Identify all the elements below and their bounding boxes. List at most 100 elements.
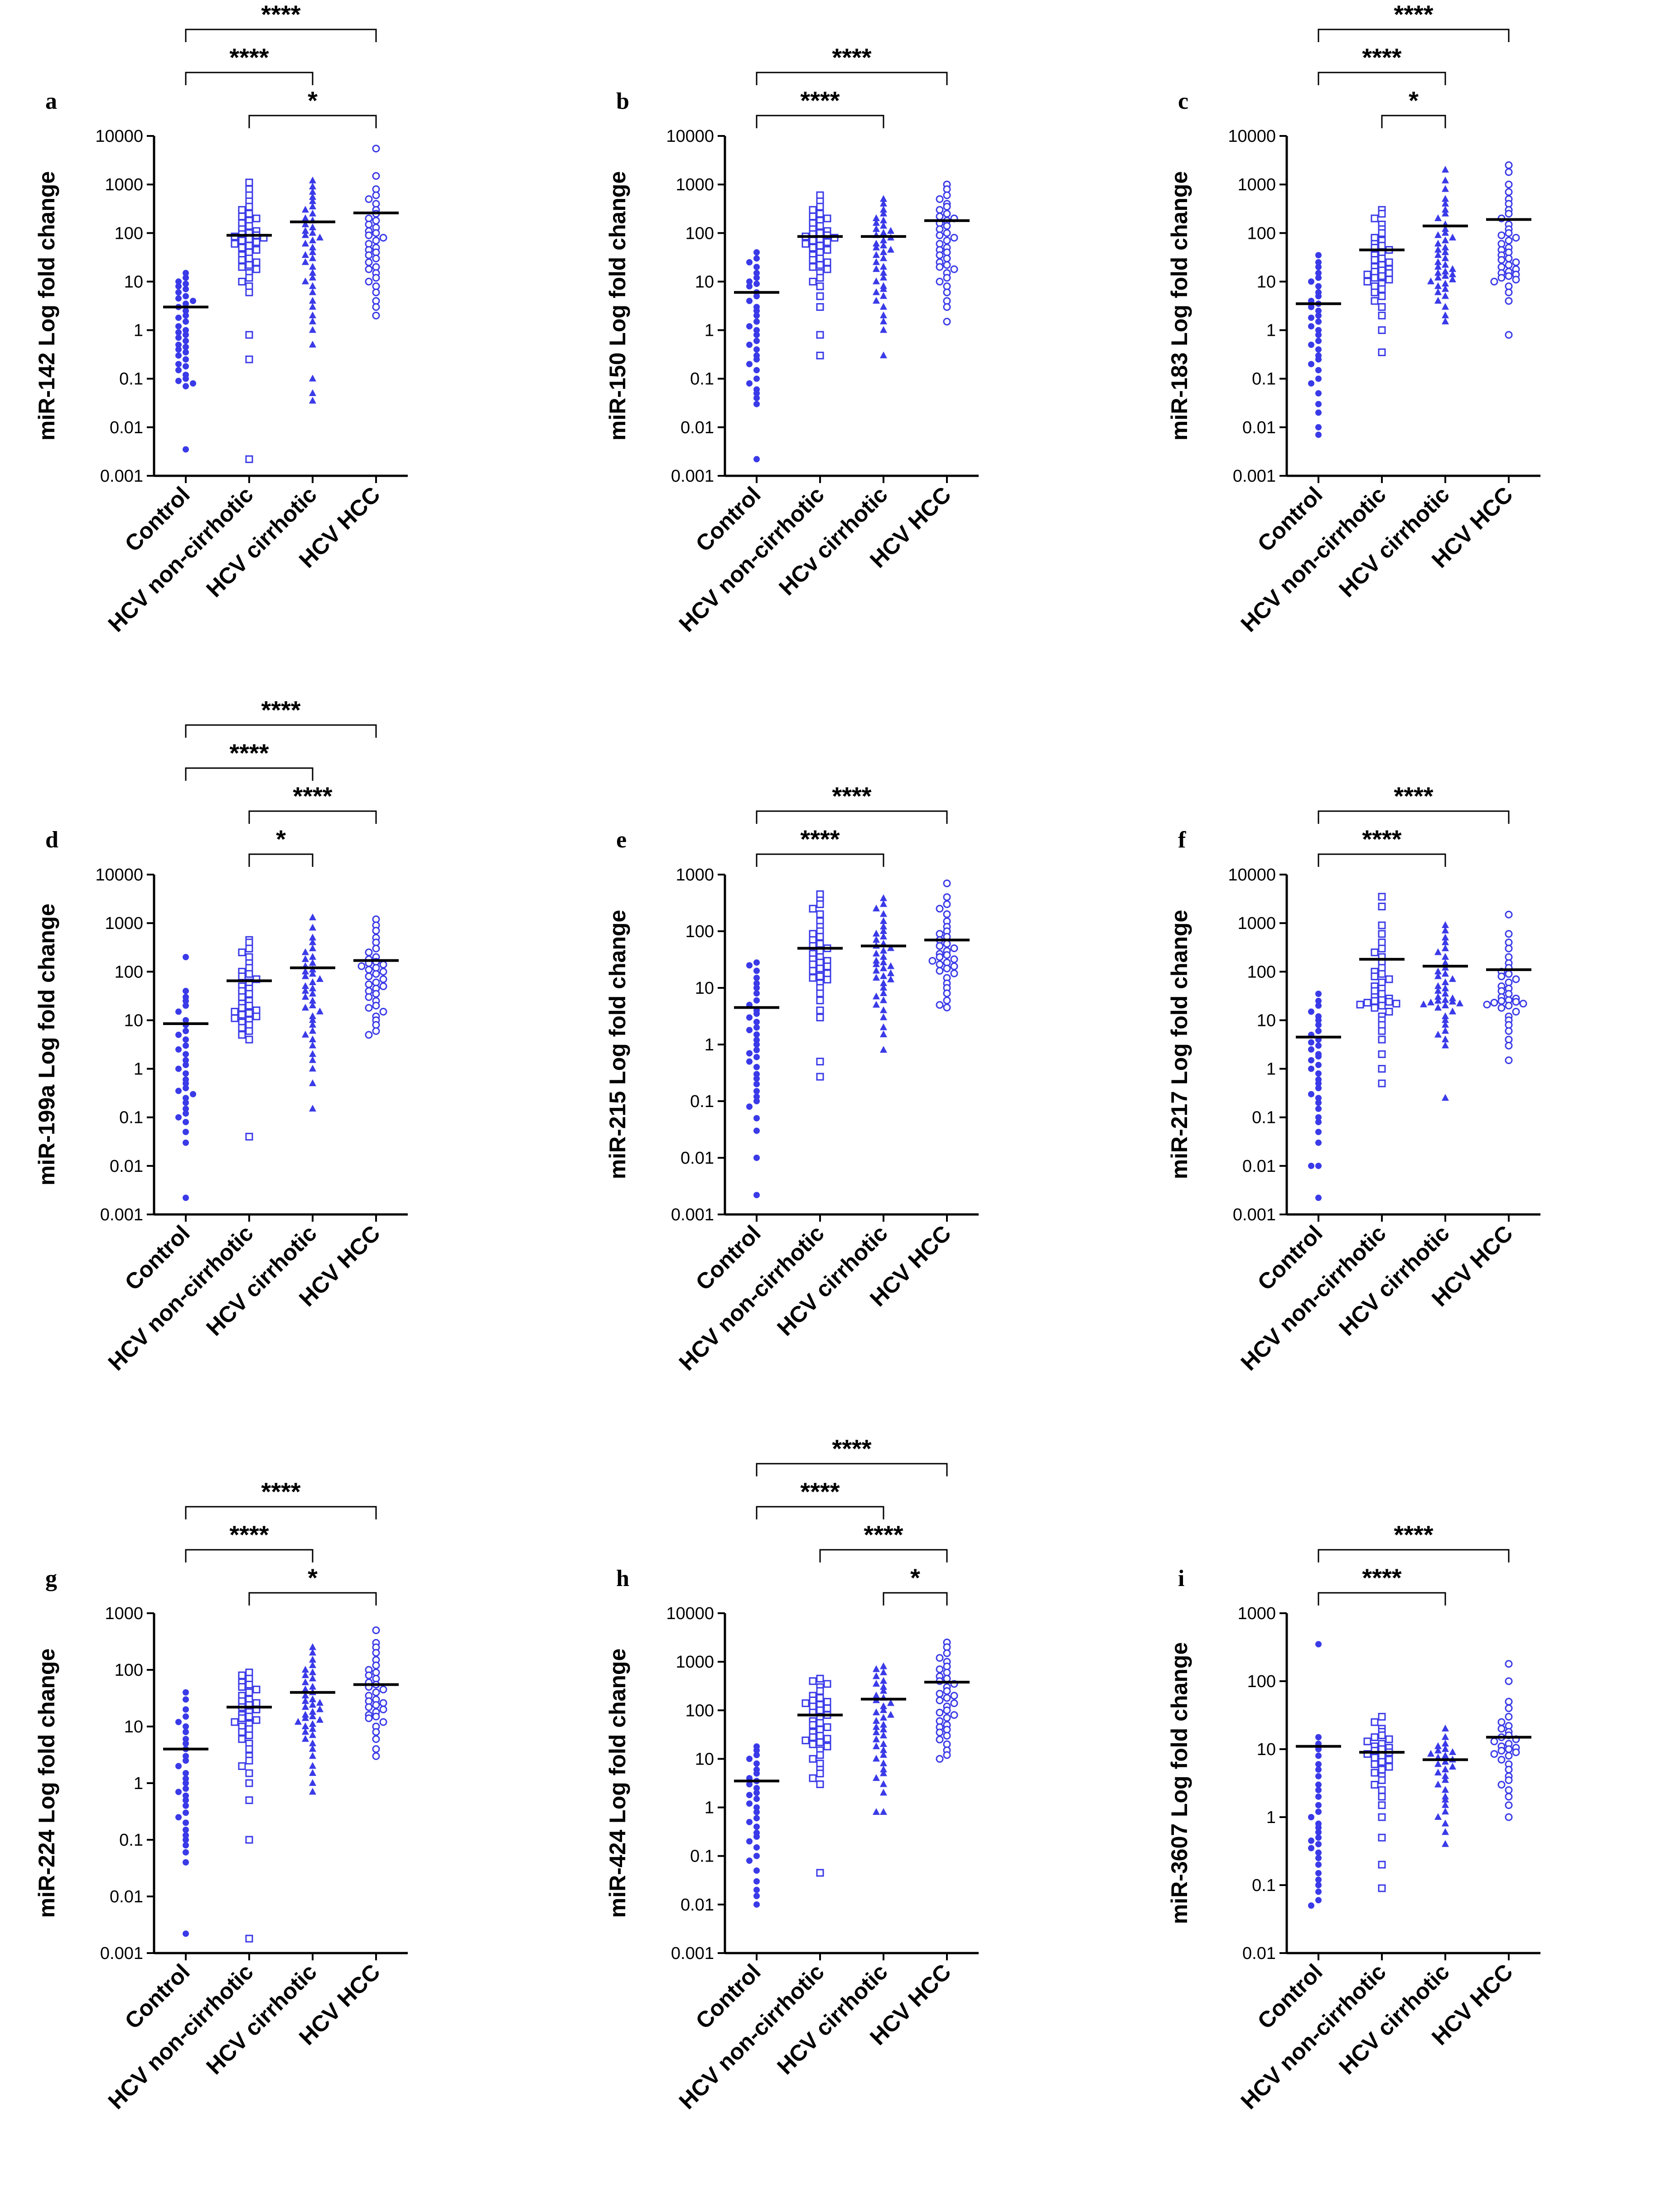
data-point [379,234,387,242]
data-point [1385,1735,1393,1743]
y-tick-label: 1 [134,321,143,340]
data-point [309,970,316,977]
data-point [1315,1849,1322,1856]
data-point [1442,280,1449,287]
data-point [823,1680,831,1688]
data-point [1442,1027,1449,1034]
data-point [309,273,316,281]
data-point [1308,1814,1314,1820]
data-point [309,326,316,333]
data-point [887,1711,894,1718]
data-point [1505,161,1513,169]
data-point [746,1818,753,1825]
data-point [1442,990,1449,997]
y-tick-label: 1000 [105,1604,143,1623]
category-label: HCV cirrhotic [772,1220,893,1341]
data-point [1442,195,1449,202]
data-point [316,1716,323,1723]
data-point [936,251,944,259]
data-point [816,254,824,262]
data-point [880,248,887,255]
data-point [936,195,944,203]
data-point [816,890,824,898]
significance-bracket [1318,853,1446,867]
data-point [1371,1004,1379,1012]
data-point [1442,1001,1449,1009]
data-point [365,980,373,988]
data-point [1442,1776,1449,1783]
significance-label: **** [800,86,840,115]
data-point [880,894,887,901]
data-point [753,338,760,344]
data-point [746,341,753,348]
data-point [823,265,831,273]
data-point [1371,1754,1379,1762]
data-point [801,240,810,248]
data-point [880,1668,887,1675]
data-point [873,1665,880,1672]
data-point [372,288,380,296]
data-point [183,363,189,370]
data-point [1434,993,1442,1000]
data-point [873,960,880,967]
data-point [1378,1027,1386,1035]
data-point [1434,240,1442,247]
data-point [1434,982,1442,989]
data-point [183,1770,189,1776]
y-tick-label: 1 [1266,1060,1276,1079]
data-point [245,355,253,363]
data-point [372,1626,380,1635]
data-point [816,989,824,997]
y-tick-label: 0.001 [671,1205,714,1224]
data-point [365,1031,373,1039]
data-point [1497,1780,1506,1789]
y-axis-label: miR-199a Log fold change [34,904,59,1185]
significance-label: **** [864,1520,903,1549]
y-axis-label: miR-424 Log fold change [605,1649,630,1918]
data-point [943,1649,951,1657]
data-point [372,1728,380,1736]
data-point [1315,390,1322,397]
data-point [943,893,951,901]
data-point [183,1819,189,1826]
data-point [316,233,323,241]
data-point [873,214,880,222]
y-tick-label: 1000 [105,914,143,933]
significance-bracket [1318,1592,1446,1606]
data-point [183,1696,189,1703]
data-point [1315,274,1322,281]
data-point [753,264,760,271]
significance-label: * [276,825,286,853]
data-point [302,1666,309,1673]
data-point [1442,236,1449,243]
data-point [302,1671,309,1678]
data-point [1315,367,1322,373]
data-point [1434,258,1442,265]
data-point [880,953,887,960]
data-point [183,1110,189,1117]
data-point [238,1671,246,1679]
data-point [1512,975,1520,983]
data-point [309,288,316,295]
data-point [1442,165,1449,173]
significance-bracket [185,1549,314,1562]
data-point [309,1762,316,1769]
data-point [880,317,887,324]
data-point [753,1064,760,1070]
data-point [238,1735,246,1743]
data-point [309,1104,316,1112]
data-point [1371,1718,1379,1726]
data-point [880,979,887,987]
data-point [1315,1855,1322,1862]
data-point [1378,1079,1386,1088]
data-point [302,1703,309,1710]
data-point [183,1028,189,1035]
data-point [887,962,894,969]
data-point [1378,272,1386,280]
data-point [809,960,817,968]
data-point [873,1679,880,1687]
data-point [873,967,880,974]
data-point [753,997,760,1004]
data-point [294,1718,302,1725]
y-tick-label: 0.01 [1242,418,1276,437]
